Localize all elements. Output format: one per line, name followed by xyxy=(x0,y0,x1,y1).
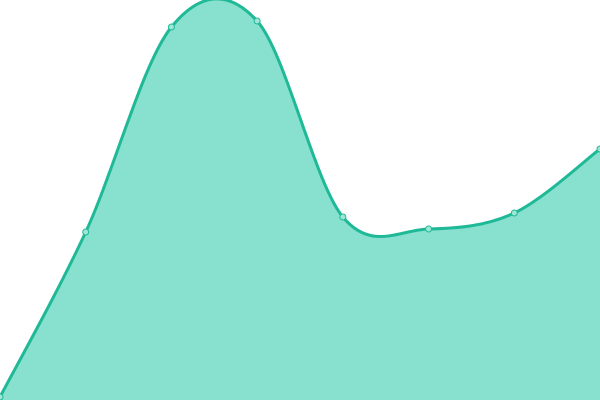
data-point-2 xyxy=(167,23,175,31)
data-point-6 xyxy=(510,209,518,217)
data-point-4 xyxy=(339,213,347,221)
data-point-5 xyxy=(425,225,433,233)
data-points xyxy=(0,17,600,400)
data-point-1 xyxy=(82,228,90,236)
data-point-7 xyxy=(596,145,600,153)
data-point-3 xyxy=(253,17,261,25)
data-point-0 xyxy=(0,393,4,400)
